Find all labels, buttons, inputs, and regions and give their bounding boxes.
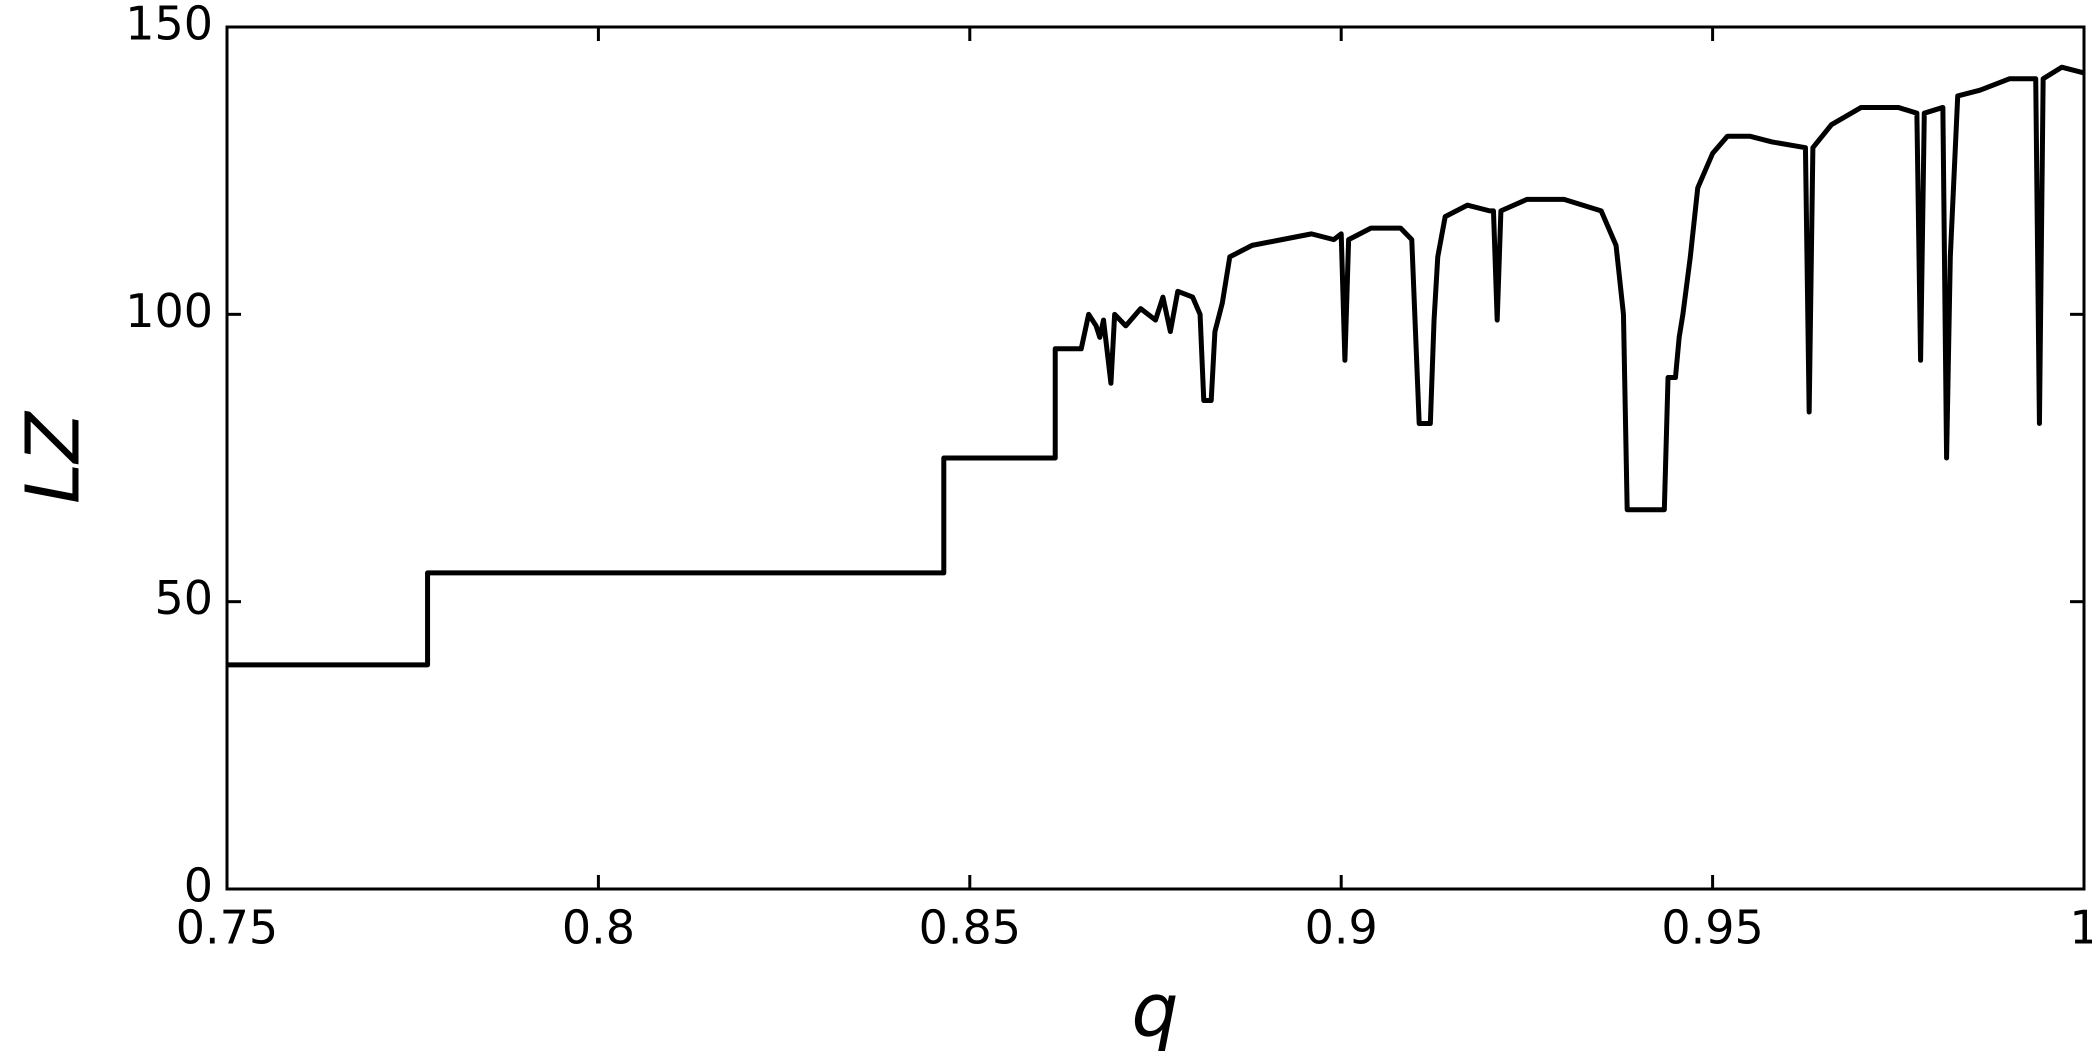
x-tick-label: 0.75 [176,901,278,955]
x-tick-label: 0.9 [1305,901,1378,955]
plot-frame [225,25,2086,891]
x-tick-label: 0.85 [919,901,1021,955]
y-tick-label: 100 [125,284,213,338]
data-line [227,64,2085,668]
y-tick-label: 150 [125,0,213,51]
y-axis-label: LZ [11,410,97,504]
x-tick-label: 0.8 [562,901,635,955]
x-tick-label: 0.95 [1661,901,1763,955]
x-axis-label: q [1132,968,1179,1054]
x-tick-label: 1 [2069,901,2092,955]
y-tick-label: 50 [154,571,213,625]
y-tick-label: 0 [184,859,213,913]
